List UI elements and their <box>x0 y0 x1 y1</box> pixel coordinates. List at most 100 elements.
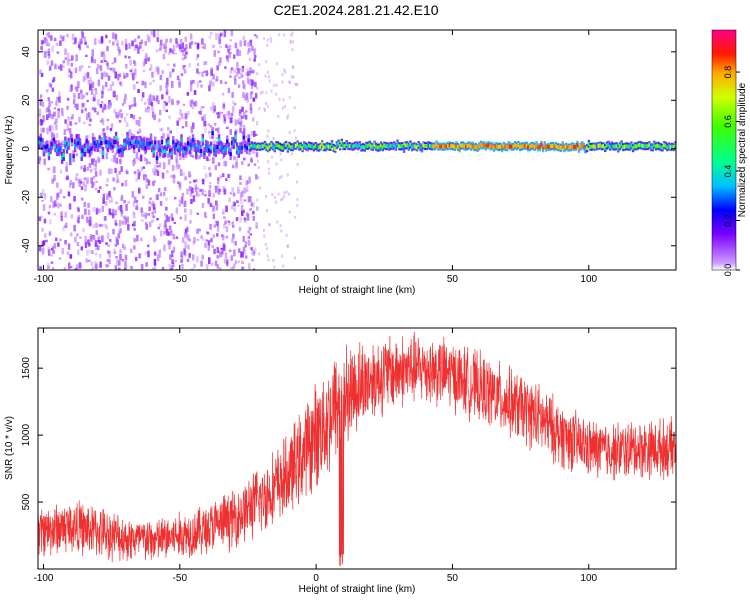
noise-cell <box>236 120 240 125</box>
noise-cell <box>239 175 242 181</box>
noise-cell <box>88 163 91 167</box>
noise-cell <box>99 150 102 154</box>
band-cell <box>301 146 304 151</box>
noise-cell <box>133 63 137 66</box>
noise-cell <box>229 117 233 124</box>
band-cell <box>558 145 561 150</box>
noise-cell <box>99 169 102 176</box>
noise-cell <box>239 216 242 223</box>
noise-cell <box>261 90 264 94</box>
noise-cell <box>203 190 207 193</box>
noise-cell <box>109 67 113 71</box>
noise-cell <box>252 268 256 270</box>
noise-cell <box>123 72 126 79</box>
band-cell <box>587 141 591 146</box>
noise-cell <box>267 258 270 262</box>
noise-cell <box>78 41 81 47</box>
noise-cell <box>212 193 215 198</box>
band-cell <box>659 145 662 150</box>
band-cell <box>289 145 293 150</box>
band-cell <box>533 144 537 149</box>
noise-cell <box>231 164 235 169</box>
noise-cell <box>94 252 98 256</box>
noise-cell <box>178 181 181 188</box>
noise-cell <box>235 72 239 77</box>
band-cell <box>366 143 370 148</box>
noise-cell <box>83 36 87 42</box>
noise-cell <box>255 86 259 90</box>
band-cell <box>460 143 463 148</box>
band-cell <box>345 142 348 146</box>
noise-cell <box>245 92 249 100</box>
band-cell <box>612 144 615 149</box>
noise-cell <box>95 230 99 235</box>
band-cell <box>468 143 471 148</box>
band-cell <box>370 144 373 149</box>
noise-cell <box>219 267 222 270</box>
noise-cell <box>230 112 234 117</box>
noise-cell <box>141 92 145 98</box>
band-cell <box>296 142 299 147</box>
band-cell <box>623 144 627 149</box>
band-cell <box>540 142 543 147</box>
band-cell <box>664 143 667 148</box>
noise-cell <box>185 115 189 119</box>
band-cell <box>131 140 134 144</box>
band-cell <box>363 145 366 150</box>
noise-cell <box>48 112 51 118</box>
noise-cell <box>225 208 228 211</box>
band-cell <box>155 156 159 161</box>
noise-cell <box>222 211 225 215</box>
noise-cell <box>138 128 142 133</box>
noise-cell <box>180 259 183 263</box>
noise-cell <box>50 261 54 265</box>
noise-cell <box>48 65 52 71</box>
noise-cell <box>106 62 110 70</box>
noise-cell <box>214 165 217 171</box>
noise-cell <box>223 216 226 219</box>
noise-cell <box>179 183 182 191</box>
noise-cell <box>202 70 206 73</box>
band-cell <box>229 152 232 157</box>
noise-cell <box>92 163 96 167</box>
noise-cell <box>207 240 211 246</box>
noise-cell <box>175 236 179 239</box>
noise-cell <box>164 212 167 217</box>
band-cell <box>182 149 185 154</box>
noise-cell <box>216 184 220 190</box>
noise-cell <box>217 162 220 166</box>
noise-cell <box>169 38 172 43</box>
noise-cell <box>118 170 121 175</box>
noise-cell <box>160 127 164 132</box>
noise-cell <box>75 54 78 62</box>
noise-cell <box>140 98 144 102</box>
noise-cell <box>270 39 273 43</box>
noise-cell <box>195 191 199 197</box>
noise-cell <box>105 82 108 88</box>
band-cell <box>450 144 453 149</box>
noise-cell <box>248 70 251 76</box>
noise-cell <box>105 225 108 230</box>
noise-cell <box>144 212 148 219</box>
noise-cell <box>257 176 260 179</box>
noise-cell <box>62 226 65 232</box>
noise-cell <box>256 72 259 76</box>
noise-cell <box>54 200 57 207</box>
noise-cell <box>179 39 183 43</box>
band-cell <box>563 146 566 151</box>
noise-cell <box>56 97 59 101</box>
noise-cell <box>267 129 270 133</box>
noise-cell <box>114 71 117 79</box>
noise-cell <box>46 114 49 120</box>
noise-cell <box>100 60 103 63</box>
noise-cell <box>248 226 252 231</box>
band-cell <box>463 144 466 149</box>
band-cell <box>54 144 57 149</box>
band-cell <box>65 145 69 150</box>
noise-cell <box>228 249 232 253</box>
noise-cell <box>55 237 58 242</box>
noise-cell <box>234 119 237 126</box>
noise-cell <box>41 200 44 202</box>
noise-cell <box>71 114 74 119</box>
noise-cell <box>183 47 187 52</box>
